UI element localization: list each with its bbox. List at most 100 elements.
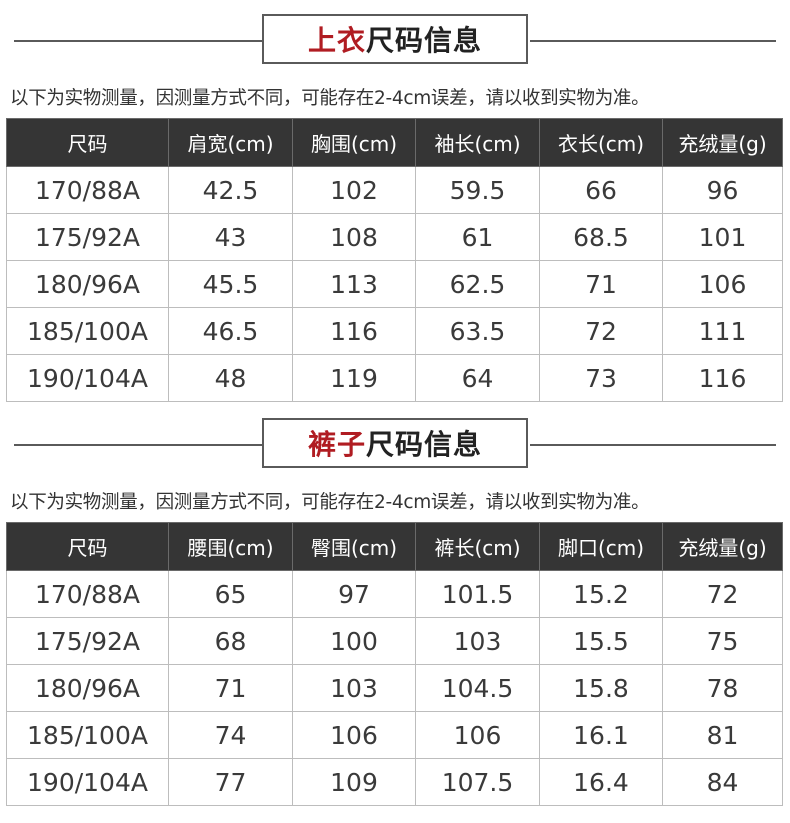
header-chest: 胸围(cm): [292, 118, 416, 167]
table-header-row: 尺码 腰围(cm) 臀围(cm) 裤长(cm) 脚口(cm) 充绒量(g): [6, 522, 783, 571]
pants-title-accent: 裤子: [307, 428, 366, 461]
table-cell: 72: [662, 570, 783, 618]
table-cell: 68: [168, 617, 293, 665]
table-cell: 111: [662, 307, 783, 355]
table-cell: 113: [292, 260, 416, 308]
table-cell: 170/88A: [6, 570, 169, 618]
table-row: 180/96A 71 103 104.5 15.8 78: [6, 664, 783, 712]
pants-title-row: 裤子 尺码信息: [0, 418, 790, 470]
table-cell: 116: [662, 354, 783, 402]
table-row: 175/92A 68 100 103 15.5 75: [6, 617, 783, 665]
table-cell: 78: [662, 664, 783, 712]
table-cell: 106: [662, 260, 783, 308]
table-cell: 97: [292, 570, 416, 618]
table-cell: 15.8: [539, 664, 663, 712]
table-cell: 71: [168, 664, 293, 712]
header-leg-opening: 脚口(cm): [539, 522, 663, 571]
table-cell: 16.1: [539, 711, 663, 759]
table-cell: 42.5: [168, 166, 293, 214]
header-down-fill: 充绒量(g): [662, 118, 783, 167]
table-row: 175/92A 43 108 61 68.5 101: [6, 213, 783, 261]
table-cell: 68.5: [539, 213, 663, 261]
table-cell: 175/92A: [6, 617, 169, 665]
pants-measurement-note: 以下为实物测量，因测量方式不同，可能存在2-4cm误差，请以收到实物为准。: [10, 492, 650, 513]
table-row: 190/104A 77 109 107.5 16.4 84: [6, 758, 783, 806]
table-cell: 175/92A: [6, 213, 169, 261]
table-cell: 101: [662, 213, 783, 261]
header-shoulder: 肩宽(cm): [168, 118, 293, 167]
table-cell: 64: [415, 354, 540, 402]
tops-title-accent: 上衣: [307, 24, 366, 57]
table-cell: 15.2: [539, 570, 663, 618]
header-length: 衣长(cm): [539, 118, 663, 167]
table-cell: 74: [168, 711, 293, 759]
table-cell: 190/104A: [6, 354, 169, 402]
table-cell: 75: [662, 617, 783, 665]
tops-title-rest: 尺码信息: [366, 24, 483, 57]
pants-title-rest: 尺码信息: [366, 428, 483, 461]
header-hip: 臀围(cm): [292, 522, 416, 571]
pants-section-title: 裤子 尺码信息: [262, 418, 528, 468]
table-cell: 43: [168, 213, 293, 261]
table-cell: 185/100A: [6, 307, 169, 355]
table-cell: 116: [292, 307, 416, 355]
table-cell: 96: [662, 166, 783, 214]
table-cell: 62.5: [415, 260, 540, 308]
table-cell: 109: [292, 758, 416, 806]
table-cell: 180/96A: [6, 260, 169, 308]
tops-title-row: 上衣 尺码信息: [0, 14, 790, 66]
pants-size-table: 尺码 腰围(cm) 臀围(cm) 裤长(cm) 脚口(cm) 充绒量(g) 17…: [6, 522, 783, 806]
table-cell: 106: [292, 711, 416, 759]
header-waist: 腰围(cm): [168, 522, 293, 571]
table-cell: 15.5: [539, 617, 663, 665]
table-cell: 73: [539, 354, 663, 402]
table-row: 170/88A 65 97 101.5 15.2 72: [6, 570, 783, 618]
table-cell: 108: [292, 213, 416, 261]
table-row: 190/104A 48 119 64 73 116: [6, 354, 783, 402]
table-cell: 46.5: [168, 307, 293, 355]
table-cell: 81: [662, 711, 783, 759]
table-header-row: 尺码 肩宽(cm) 胸围(cm) 袖长(cm) 衣长(cm) 充绒量(g): [6, 118, 783, 167]
table-row: 185/100A 46.5 116 63.5 72 111: [6, 307, 783, 355]
table-cell: 101.5: [415, 570, 540, 618]
table-cell: 103: [415, 617, 540, 665]
table-cell: 103: [292, 664, 416, 712]
table-cell: 71: [539, 260, 663, 308]
table-cell: 185/100A: [6, 711, 169, 759]
header-size: 尺码: [6, 118, 169, 167]
table-cell: 84: [662, 758, 783, 806]
title-divider-right: [530, 40, 776, 42]
table-cell: 61: [415, 213, 540, 261]
table-cell: 65: [168, 570, 293, 618]
table-cell: 59.5: [415, 166, 540, 214]
table-cell: 106: [415, 711, 540, 759]
header-sleeve: 袖长(cm): [415, 118, 540, 167]
table-cell: 48: [168, 354, 293, 402]
table-cell: 66: [539, 166, 663, 214]
header-down-fill: 充绒量(g): [662, 522, 783, 571]
table-cell: 45.5: [168, 260, 293, 308]
title-divider-left: [14, 40, 262, 42]
table-cell: 72: [539, 307, 663, 355]
table-cell: 190/104A: [6, 758, 169, 806]
table-cell: 180/96A: [6, 664, 169, 712]
table-cell: 170/88A: [6, 166, 169, 214]
table-cell: 16.4: [539, 758, 663, 806]
table-row: 170/88A 42.5 102 59.5 66 96: [6, 166, 783, 214]
table-cell: 104.5: [415, 664, 540, 712]
table-cell: 100: [292, 617, 416, 665]
header-pant-length: 裤长(cm): [415, 522, 540, 571]
table-cell: 102: [292, 166, 416, 214]
title-divider-left: [14, 444, 262, 446]
tops-measurement-note: 以下为实物测量，因测量方式不同，可能存在2-4cm误差，请以收到实物为准。: [10, 88, 650, 109]
header-size: 尺码: [6, 522, 169, 571]
tops-section-title: 上衣 尺码信息: [262, 14, 528, 64]
table-row: 185/100A 74 106 106 16.1 81: [6, 711, 783, 759]
table-row: 180/96A 45.5 113 62.5 71 106: [6, 260, 783, 308]
table-cell: 77: [168, 758, 293, 806]
table-cell: 119: [292, 354, 416, 402]
title-divider-right: [530, 444, 776, 446]
table-cell: 63.5: [415, 307, 540, 355]
tops-size-table: 尺码 肩宽(cm) 胸围(cm) 袖长(cm) 衣长(cm) 充绒量(g) 17…: [6, 118, 783, 402]
table-cell: 107.5: [415, 758, 540, 806]
